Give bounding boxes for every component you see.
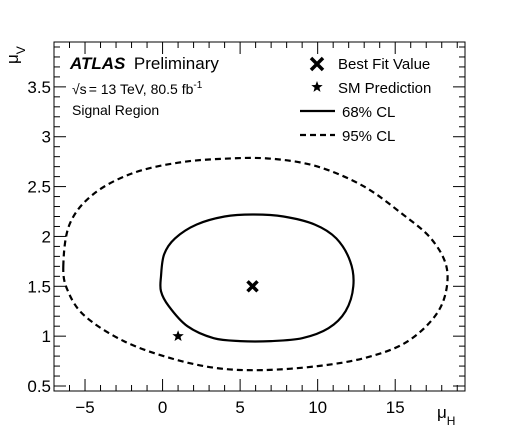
y-tick-label: 1 [42, 327, 51, 346]
y-tick-label: 1.5 [27, 277, 51, 296]
star-marker-icon [311, 81, 323, 92]
legend-item-best-fit: Best Fit Value [309, 56, 430, 73]
contour-68 [159, 213, 355, 343]
x-tick-label: 0 [158, 398, 167, 417]
contours [62, 156, 449, 372]
legend-label: 68% CL [342, 104, 395, 121]
x-axis-title: μH [437, 403, 455, 428]
legend-label: SM Prediction [338, 80, 431, 97]
legend-label: 95% CL [342, 128, 395, 145]
cross-marker-icon [309, 56, 325, 72]
y-tick-label: 3.5 [27, 78, 51, 97]
sm-prediction-marker [172, 330, 184, 341]
y-tick-label: 3 [42, 128, 51, 147]
legend-label: Best Fit Value [338, 56, 430, 73]
x-tick-label: 15 [386, 398, 405, 417]
energy-lumi-label: √s = 13 TeV, 80.5 fb-1 [72, 80, 203, 97]
y-tick-label: 2 [42, 227, 51, 246]
x-tick-label: 5 [235, 398, 244, 417]
axis-ticks: −5 0 5 10 15 0.5 1 1.5 2 2.5 3 3.5 [27, 42, 465, 417]
y-tick-label: 2.5 [27, 178, 51, 197]
best-fit-marker [246, 280, 259, 293]
legend-item-68: 68% CL [300, 104, 395, 121]
markers [172, 280, 259, 341]
atlas-label: ATLAS Preliminary [69, 54, 219, 73]
y-tick-label: 0.5 [27, 377, 51, 396]
region-label: Signal Region [72, 102, 159, 118]
legend-item-95: 95% CL [300, 128, 395, 145]
x-tick-label: −5 [75, 398, 94, 417]
contour-95 [62, 156, 449, 372]
legend: Best Fit Value SM Prediction 68% CL 95% … [300, 56, 431, 145]
y-axis-title: μV [3, 46, 28, 64]
x-tick-label: 10 [308, 398, 327, 417]
legend-item-sm: SM Prediction [311, 80, 431, 97]
